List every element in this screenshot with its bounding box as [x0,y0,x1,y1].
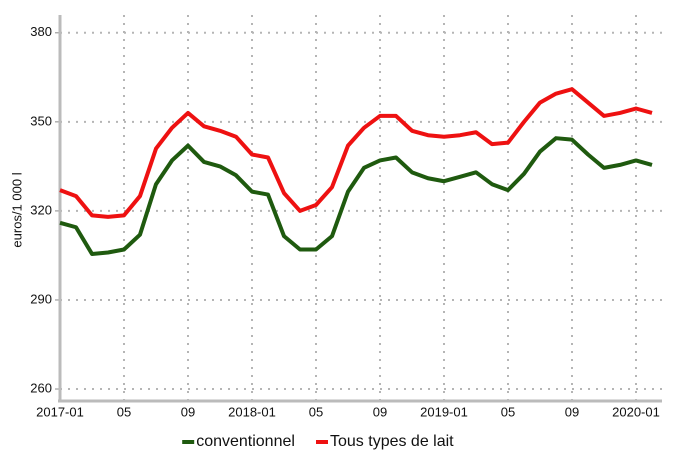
x-tick-label: 2019-01 [420,404,468,419]
x-tick-label: 05 [501,404,515,419]
line-series [59,87,653,219]
y-tick-label: 290 [30,291,52,306]
x-tick-label: 05 [309,404,323,419]
legend-label: Tous types de lait [330,433,454,450]
y-tick-label: 260 [30,380,52,395]
line-series [59,136,653,256]
x-tick-label: 09 [565,404,579,419]
x-tick-label: 09 [373,404,387,419]
x-tick-label: 2018-01 [228,404,276,419]
legend-label: conventionnel [196,433,295,450]
y-tick-label: 380 [30,24,52,39]
y-axis-label: euros/1 000 l [9,172,24,247]
x-tick-label: 09 [181,404,195,419]
x-tick-label: 2020-01 [612,404,660,419]
y-tick-label: 350 [30,113,52,128]
x-tick-label: 2017-01 [36,404,84,419]
y-tick-label: 320 [30,202,52,217]
x-tick-label: 05 [117,404,131,419]
